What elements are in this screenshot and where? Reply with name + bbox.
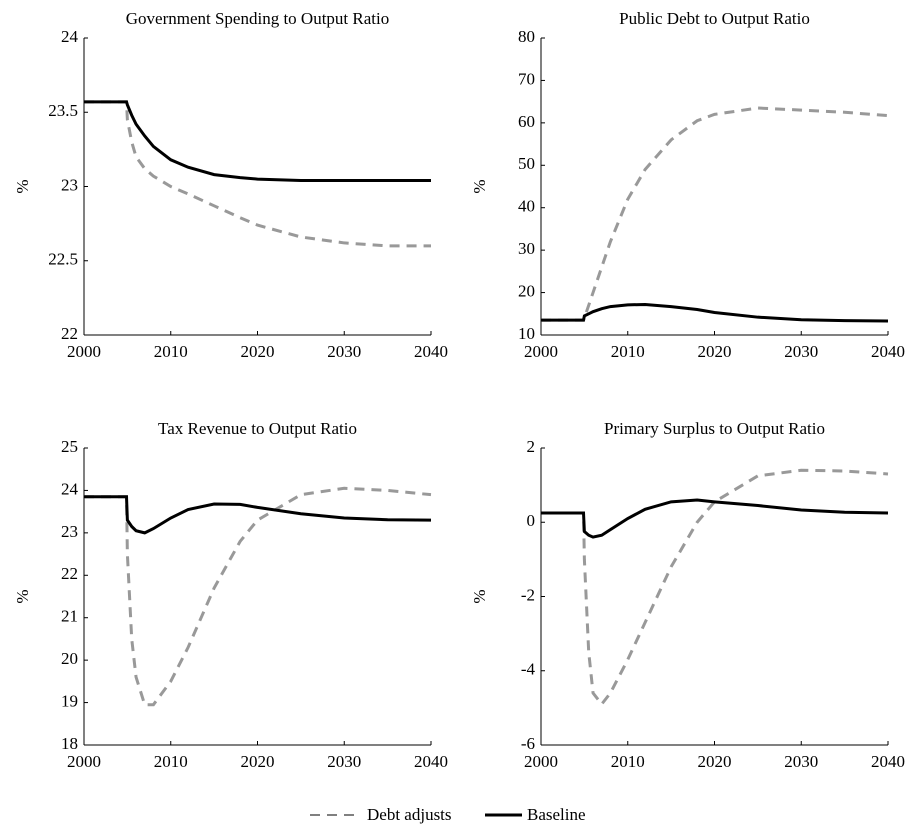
x-tick-label: 2020 [241,342,275,361]
y-tick-label: 23 [61,175,78,194]
y-tick-label: 22 [61,324,78,343]
y-tick-label: 23 [61,522,78,541]
x-tick-label: 2030 [327,342,361,361]
series-line [84,486,432,707]
series-line [541,106,889,322]
x-tick-label: 2030 [784,752,818,771]
x-tick-label: 2040 [871,342,905,361]
y-tick-label: 19 [61,691,78,710]
y-tick-label: 18 [61,734,78,753]
x-tick-label: 2040 [871,752,905,771]
x-tick-label: 2020 [241,752,275,771]
y-axis-label: % [470,589,489,603]
series-line [541,498,889,539]
x-tick-label: 2040 [414,752,448,771]
series-line [541,468,889,707]
y-tick-label: 80 [518,27,535,46]
x-tick-label: 2030 [784,342,818,361]
y-tick-label: 0 [527,511,536,530]
y-tick-label: 24 [61,27,79,46]
y-tick-label: -4 [521,660,536,679]
y-axis-label: % [13,179,32,193]
x-tick-label: 2020 [698,342,732,361]
legend-label: Baseline [527,805,586,824]
legend-label: Debt adjusts [367,805,452,824]
chart-title: Public Debt to Output Ratio [619,9,810,28]
y-tick-label: 22.5 [48,250,78,269]
x-tick-label: 2010 [154,342,188,361]
y-tick-label: 30 [518,239,535,258]
x-tick-label: 2000 [67,342,101,361]
x-tick-label: 2010 [611,342,645,361]
y-tick-label: 40 [518,197,535,216]
y-axis-label: % [13,589,32,603]
y-tick-label: 23.5 [48,101,78,120]
chart-title: Government Spending to Output Ratio [126,9,389,28]
y-tick-label: 20 [61,649,78,668]
y-tick-label: -2 [521,585,535,604]
y-tick-label: 25 [61,437,78,456]
y-tick-label: 22 [61,564,78,583]
series-line [84,100,431,248]
chart-title: Tax Revenue to Output Ratio [158,419,357,438]
y-tick-label: 50 [518,154,535,173]
x-tick-label: 2020 [698,752,732,771]
x-tick-label: 2040 [414,342,448,361]
y-axis-label: % [470,179,489,193]
x-tick-label: 2030 [327,752,361,771]
chart-title: Primary Surplus to Output Ratio [604,419,825,438]
x-tick-label: 2000 [524,342,558,361]
y-tick-label: 10 [518,324,535,343]
y-tick-label: 20 [518,281,535,300]
series-line [541,302,889,323]
y-tick-label: 60 [518,112,535,131]
series-line [84,495,432,535]
x-tick-label: 2010 [611,752,645,771]
y-tick-label: 70 [518,69,535,88]
x-tick-label: 2000 [524,752,558,771]
x-tick-label: 2010 [154,752,188,771]
y-tick-label: 24 [61,479,79,498]
y-tick-label: -6 [521,734,535,753]
series-line [84,100,431,183]
y-tick-label: 2 [527,437,536,456]
x-tick-label: 2000 [67,752,101,771]
y-tick-label: 21 [61,607,78,626]
